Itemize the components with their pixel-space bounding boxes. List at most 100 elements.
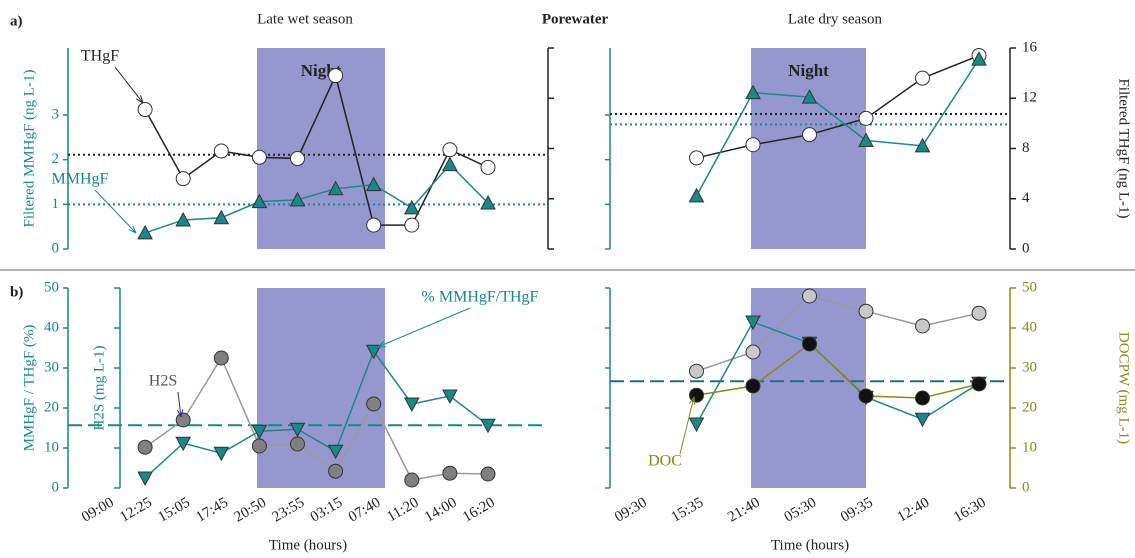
series-line [696, 54, 980, 159]
marker [480, 418, 496, 434]
marker [366, 396, 382, 412]
x-tick-label: 16:30 [951, 495, 989, 526]
annotation: MMHgF [52, 171, 109, 188]
annotation-arrow [679, 396, 695, 455]
marker [745, 344, 761, 360]
marker [365, 176, 382, 192]
marker [480, 159, 496, 175]
y-tick-label: 30 [44, 359, 59, 375]
marker [858, 303, 874, 319]
series-line [144, 163, 489, 234]
panel-label: b) [10, 284, 23, 300]
series-line [144, 356, 489, 481]
arrow-head [135, 95, 144, 104]
annotation: % MMHgF/THgF [422, 289, 539, 306]
marker [289, 422, 306, 438]
x-tick-label: 14:00 [422, 495, 460, 526]
x-tick-label: 23:55 [270, 495, 308, 526]
y2-tick-label: 4 [1022, 190, 1030, 206]
y-tick-label: 10 [44, 439, 59, 455]
marker [915, 390, 930, 406]
marker [213, 350, 229, 366]
marker [802, 288, 817, 304]
y-tick-label: 0 [52, 240, 60, 256]
marker [404, 472, 420, 488]
series-line [144, 349, 489, 479]
marker [915, 70, 930, 86]
x-tick-label: 05:30 [782, 495, 820, 526]
annotation-arrow [177, 391, 182, 418]
marker [137, 102, 153, 118]
x-tick-label: 09:00 [79, 495, 117, 526]
x-tick-label: 07:40 [346, 495, 384, 526]
y-tick-label: 2 [52, 151, 60, 167]
x-tick-label: 15:35 [669, 495, 707, 526]
marker [745, 84, 761, 100]
x-axis-title: Time (hours) [269, 537, 347, 553]
marker [689, 363, 704, 379]
marker [971, 305, 987, 321]
night-band [751, 48, 866, 249]
x-tick-label: 09:35 [838, 495, 876, 526]
x-tick-label: 12:40 [895, 495, 933, 526]
annotation: H2S [149, 373, 177, 390]
y-tick-label: 1 [52, 196, 60, 212]
marker [328, 68, 344, 84]
marker [175, 436, 192, 452]
marker [251, 193, 268, 209]
y2-tick-label: 8 [1022, 140, 1030, 156]
panel-title: Late dry season [788, 11, 883, 27]
arrow-head [128, 225, 137, 234]
annotation-arrow [114, 66, 144, 104]
marker [137, 224, 153, 240]
night-band [257, 288, 385, 488]
marker [251, 149, 267, 165]
marker [290, 436, 305, 452]
marker [745, 378, 761, 394]
annotation: THgF [81, 48, 119, 65]
marker [442, 465, 458, 481]
band-label: Night [788, 61, 829, 80]
arrow-head [377, 341, 387, 348]
annotation-arrow [377, 307, 471, 348]
annotation: DOC [648, 453, 682, 470]
y-tick-label: 50 [44, 279, 59, 295]
y2-tick-label: 10 [1022, 439, 1037, 455]
x-tick-label: 09:30 [612, 495, 650, 526]
marker [914, 412, 931, 428]
marker [290, 151, 305, 167]
y2-axis-title: H2S (mg L-1) [91, 346, 107, 431]
y-tick-label: 40 [44, 319, 59, 335]
marker [914, 137, 931, 153]
y-tick-label: 0 [52, 479, 60, 495]
y2-axis-title: DOCPW (mg L-1) [1116, 332, 1132, 444]
marker [915, 318, 930, 334]
marker [175, 171, 191, 187]
marker [327, 180, 344, 196]
arrow-head [176, 409, 184, 418]
y-tick-label: 3 [52, 106, 60, 122]
y2-tick-label: 30 [1022, 359, 1037, 375]
marker [251, 438, 267, 454]
y2-tick-label: 0 [1022, 240, 1030, 256]
night-band [751, 288, 866, 488]
y2-tick-label: 40 [1022, 319, 1037, 335]
marker [289, 191, 306, 207]
marker [175, 412, 191, 428]
series-line [695, 58, 980, 197]
marker [745, 137, 761, 153]
y-axis-title: Filtered MMHgF (ng L-1) [21, 70, 37, 228]
panel-label: a) [10, 13, 23, 29]
y2-tick-label: 16 [1022, 39, 1038, 55]
marker [137, 471, 153, 487]
y2-tick-label: 20 [1022, 399, 1037, 415]
marker [971, 376, 987, 392]
arrow-head [689, 396, 696, 406]
marker [802, 336, 817, 352]
marker [328, 463, 344, 479]
figure-heading: Porewater [542, 11, 609, 27]
marker [688, 417, 705, 433]
marker [801, 89, 818, 104]
marker [213, 143, 229, 159]
marker [971, 51, 987, 66]
